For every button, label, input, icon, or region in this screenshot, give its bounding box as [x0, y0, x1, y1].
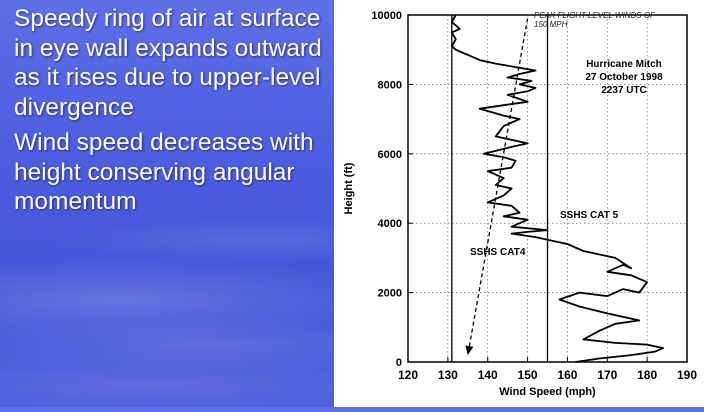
peak-arrow-shaft	[467, 18, 529, 356]
bullet-list: Speedy ring of air at surface in eye wal…	[14, 4, 334, 217]
plot-frame	[407, 14, 688, 363]
wind-profile-chart: 120 130 140 150 160 170 180 190 0 2000 4000 6000 800…	[343, 10, 697, 398]
series-layer	[450, 14, 665, 363]
peak-arrow	[465, 18, 529, 356]
y-tick-label: 10000	[371, 10, 402, 22]
grid	[408, 15, 687, 362]
annotation-storm-time: 2237 UTC	[601, 85, 647, 96]
chart-panel: 120 130 140 150 160 170 180 190 0 2000 4000 6000 800…	[334, 0, 704, 407]
y-axis-label: Height (ft)	[343, 162, 355, 214]
annotation-storm-date: 27 October 1998	[585, 72, 663, 83]
annotation-peak-line-1: PEAK FLIGHT-LEVEL WINDS OF	[534, 11, 656, 20]
annotation-cat5: SSHS CAT 5	[560, 210, 619, 221]
annotation-cat4: SSHS CAT4	[470, 247, 526, 258]
y-tick-label: 6000	[378, 149, 402, 161]
x-tick-label: 140	[478, 368, 498, 382]
x-tick-label: 150	[518, 368, 538, 382]
y-tick-label: 4000	[378, 218, 402, 230]
annotation-peak-winds: PEAK FLIGHT-LEVEL WINDS OF 150 MPH	[534, 11, 657, 29]
x-tick-label: 130	[438, 368, 458, 382]
x-tick-label: 190	[677, 368, 697, 382]
y-tick-label: 0	[396, 357, 402, 369]
tick-labels: 120 130 140 150 160 170 180 190 0 2000 4000 6000 800…	[371, 10, 697, 382]
y-tick-label: 8000	[378, 79, 402, 91]
reference-lines	[451, 15, 549, 362]
x-tick-label: 160	[557, 368, 577, 382]
bullet-wind-speed: Wind speed decreases with height conserv…	[14, 129, 314, 215]
y-tick-label: 2000	[378, 288, 402, 300]
annotation-peak-line-2: 150 MPH	[534, 20, 568, 29]
x-tick-label: 180	[637, 368, 657, 382]
peak-arrow-head	[465, 345, 474, 356]
bullet-eyewall: Speedy ring of air at surface in eye wal…	[14, 5, 322, 121]
x-tick-label: 170	[597, 368, 617, 382]
wind-profile-line	[450, 14, 665, 363]
x-tick-label: 120	[398, 368, 418, 382]
annotation-storm-name: Hurricane Mitch	[586, 59, 662, 70]
x-axis-label: Wind Speed (mph)	[499, 386, 596, 398]
